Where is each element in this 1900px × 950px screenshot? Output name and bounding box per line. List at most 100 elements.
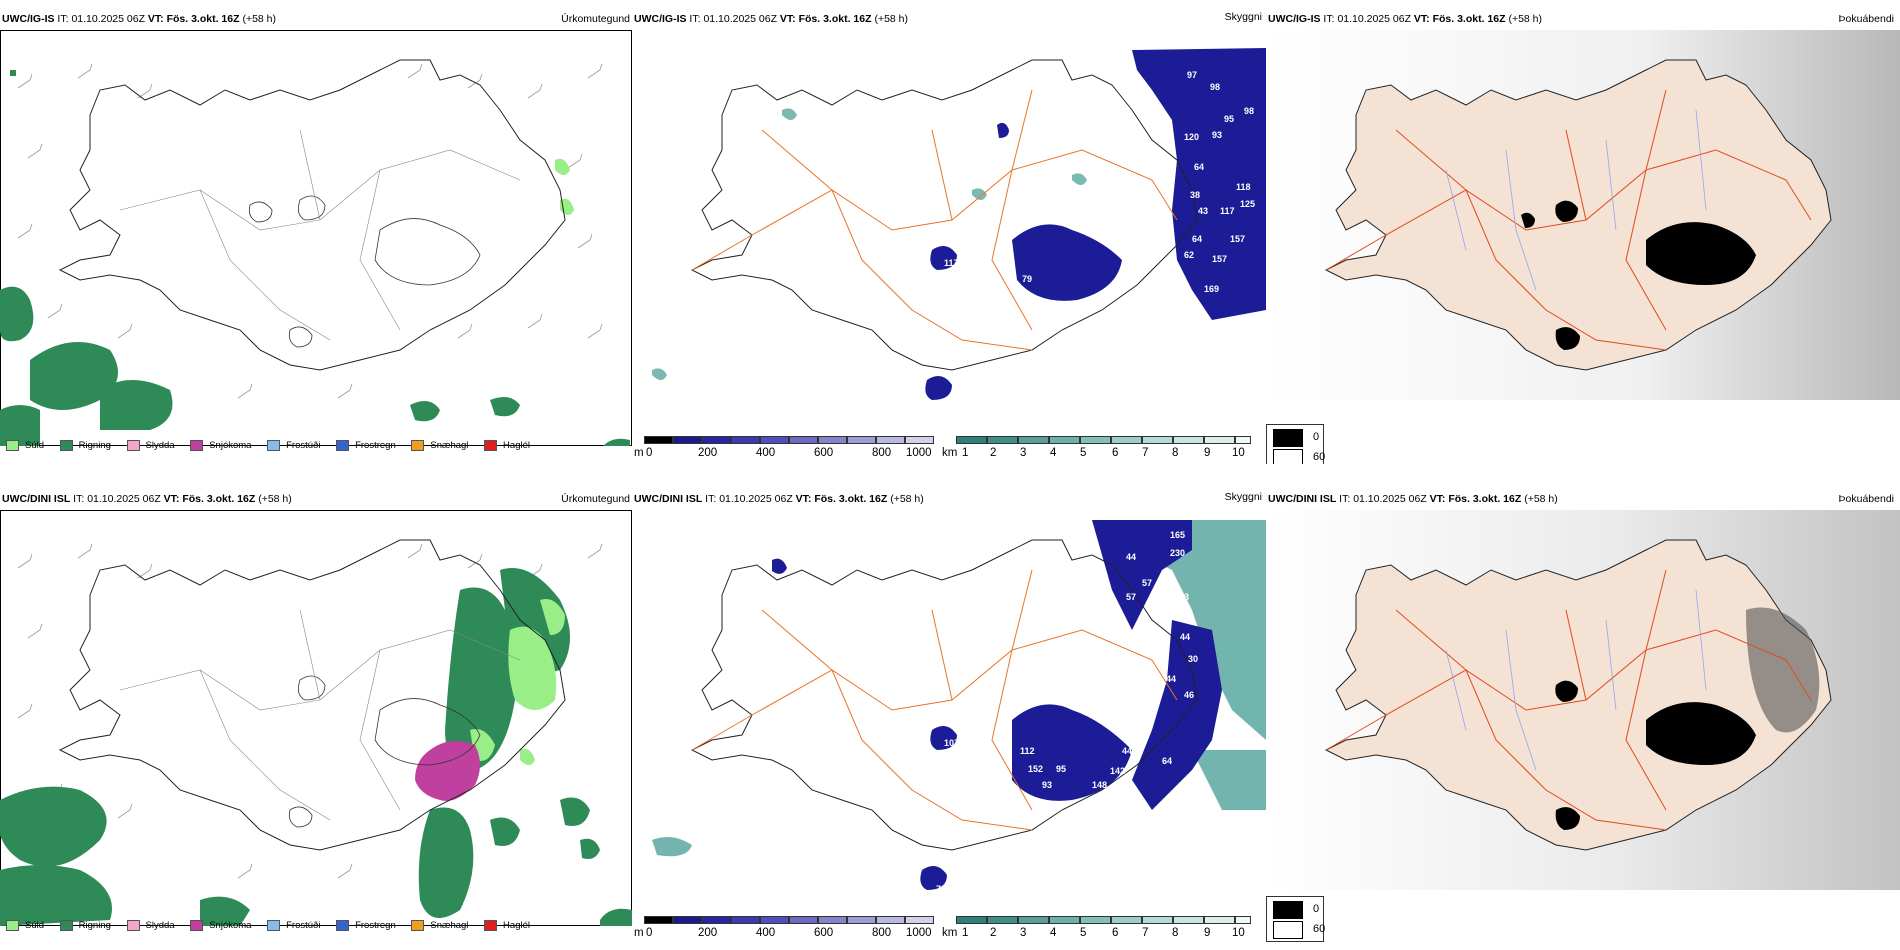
rain-areas [0, 568, 632, 926]
ocean-cloud [772, 520, 1222, 890]
panel-title: Þokuábendi [1838, 493, 1894, 505]
colorbar-segment [818, 436, 847, 444]
cloud-label: 83 [938, 400, 948, 410]
legend-item: Snæhagl [411, 920, 468, 931]
panel-header: UWC/DINI ISL IT: 01.10.2025 06Z VT: Fös.… [634, 493, 924, 505]
colorbar-segment [1080, 436, 1111, 444]
colorbar-segment [1018, 436, 1049, 444]
colorbar-segment [847, 436, 876, 444]
colorbar-tick: 2 [990, 927, 997, 939]
roads [1325, 89, 1812, 351]
rivers [1445, 109, 1707, 291]
cloud-label: 230 [1170, 548, 1185, 558]
cloud-label: 98 [1210, 82, 1220, 92]
cloud-label: 125 [1240, 199, 1255, 209]
cloud-label: 46 [1184, 690, 1194, 700]
rain-areas [0, 70, 630, 446]
cloud-base-colorbar: m 0 200 400 600 800 1000 [634, 436, 934, 462]
legend-swatch [336, 920, 350, 931]
colorbar-segment [1204, 916, 1235, 924]
colorbar-segment [1049, 916, 1080, 924]
cloud-label: 57 [1126, 592, 1136, 602]
cloud-label: 56 [1108, 722, 1118, 732]
roads [691, 569, 1178, 831]
legend-swatch [126, 440, 140, 451]
colorbar-segment [702, 436, 731, 444]
cloud-label: 157 [1212, 254, 1227, 264]
iceland-outline [58, 59, 566, 371]
panel-title: Úrkomutegund [561, 493, 630, 505]
teal-visibility [652, 520, 1266, 857]
cloud-label: 117 [944, 258, 959, 268]
visibility-colorbar: km 1 2 3 4 5 6 7 8 9 10 [942, 916, 1262, 942]
cloud-label: 44 [1166, 674, 1176, 684]
cloud-label: 152 [1028, 764, 1043, 774]
panel-title: Skyggni [1224, 492, 1262, 503]
colorbar-segment [1018, 916, 1049, 924]
fog-areas [1521, 200, 1756, 350]
cloud-label: 118 [1236, 182, 1251, 192]
colorbar-tick: 1 [962, 927, 969, 939]
colorbar-tick: 10 [1232, 447, 1245, 459]
colorbar-tick: 9 [1204, 927, 1211, 939]
wind-barbs [17, 63, 603, 399]
cloud-panel-row1: UWC/IG-IS IT: 01.10.2025 06Z VT: Fös. 3.… [632, 12, 1266, 464]
colorbar-tick: 1000 [906, 447, 932, 459]
colorbar-unit: m [634, 927, 644, 939]
fog-legend-swatch-0 [1273, 429, 1303, 447]
colorbar-segment [956, 436, 987, 444]
cloud-label: 64 [1192, 234, 1202, 244]
colorbar-segment [1204, 436, 1235, 444]
legend-swatch [411, 920, 425, 931]
colorbar-segment [644, 436, 673, 444]
colorbar-segment [760, 436, 789, 444]
colorbar-tick: 1000 [906, 927, 932, 939]
colorbar-tick: 5 [1080, 927, 1087, 939]
precip-map [0, 30, 632, 446]
colorbar-segment [1142, 916, 1173, 924]
colorbar-tick: 8 [1172, 927, 1179, 939]
colorbar-segment [760, 916, 789, 924]
fog-legend-swatch-60 [1273, 921, 1303, 939]
cloud-label: 107 [944, 738, 959, 748]
legend-item: Frostúði [267, 440, 320, 451]
panel-title: Úrkomutegund [561, 13, 630, 25]
legend-item: Slydda [126, 920, 175, 931]
colorbar-segment [1111, 916, 1142, 924]
colorbar-tick: 2 [990, 447, 997, 459]
colorbar-segment [1173, 436, 1204, 444]
cloud-label: 74 [918, 396, 928, 406]
legend-item: Snæhagl [411, 440, 468, 451]
cloud-label: 169 [1204, 284, 1219, 294]
colorbar-tick: 7 [1142, 927, 1149, 939]
cloud-label: 63 [1062, 810, 1072, 820]
colorbar-segment [1235, 916, 1251, 924]
colorbar-segment [789, 436, 818, 444]
land [1324, 539, 1832, 851]
fog-areas [1555, 680, 1756, 830]
colorbar-segment [987, 916, 1018, 924]
cloud-panel-row2: UWC/DINI ISL IT: 01.10.2025 06Z VT: Fös.… [632, 492, 1266, 944]
legend-item: Haglél [484, 920, 530, 931]
drizzle-areas [555, 158, 574, 215]
cloud-map: 97 98 98 95 93 120 64 118 38 125 117 43 … [652, 48, 1266, 410]
colorbar-segment [876, 916, 905, 924]
colorbar-segment [905, 916, 934, 924]
legend-swatch [190, 920, 204, 931]
colorbar-tick: 4 [1050, 927, 1057, 939]
inland-cloud [925, 122, 1122, 400]
fog-panel-row1: UWC/IG-IS IT: 01.10.2025 06Z VT: Fös. 3.… [1266, 12, 1900, 464]
colorbar-tick: 3 [1020, 447, 1027, 459]
cloud-base-labels: 97 98 98 95 93 120 64 118 38 125 117 43 … [918, 70, 1255, 410]
cloud-label: 148 [1092, 780, 1107, 790]
colorbar-tick: 1 [962, 447, 969, 459]
cloud-label: 117 [1220, 206, 1235, 216]
colorbar-segment [644, 916, 673, 924]
legend-swatch [484, 440, 498, 451]
legend-item: Slydda [126, 440, 175, 451]
cloud-label: 44 [1180, 632, 1190, 642]
fog-map [1266, 510, 1900, 890]
fog-legend-label: 60 [1313, 451, 1326, 463]
glaciers [288, 675, 481, 828]
colorbar-segment [1111, 436, 1142, 444]
